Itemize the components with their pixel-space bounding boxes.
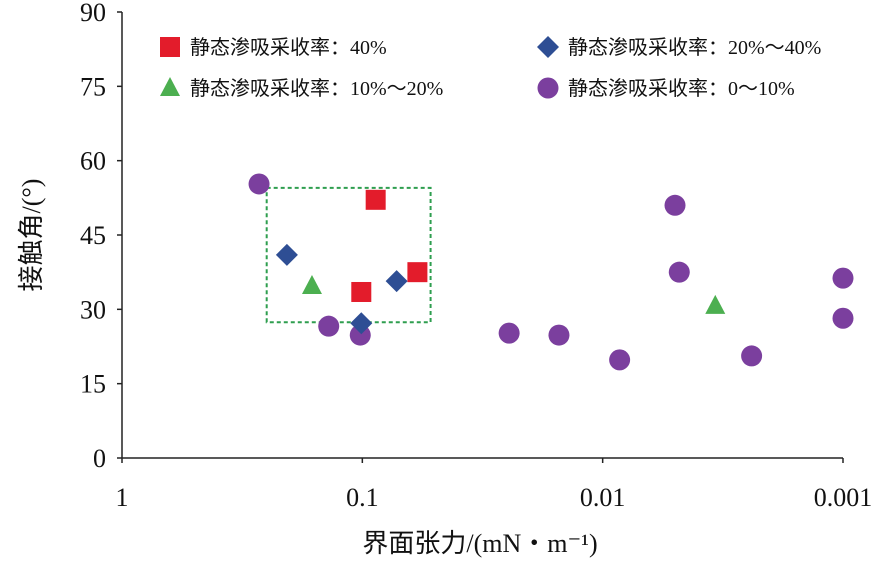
circle-data-point: [248, 173, 270, 195]
legend-circle-icon: [537, 77, 559, 99]
legend-label: 静态渗吸采收率：0～10%: [568, 77, 795, 100]
legend-label: 静态渗吸采收率：10%～20%: [190, 77, 443, 100]
square-data-point: [351, 281, 372, 302]
y-tick-label: 0: [93, 444, 106, 473]
annotations: [265, 186, 432, 324]
legend: 静态渗吸采收率：40% 静态渗吸采收率：20%～40% 静态渗吸采收率：10%～20…: [160, 36, 821, 100]
y-axis-label: 接触角/(°): [17, 179, 46, 292]
circle-data-point: [609, 349, 631, 371]
circle-data-point: [548, 324, 570, 346]
x-tick-label: 0.001: [814, 483, 873, 512]
x-axis-label: 界面张力/(mN・m⁻¹): [362, 529, 597, 558]
legend-diamond-icon: [537, 36, 559, 58]
y-tick-label: 75: [80, 72, 106, 101]
y-tick-label: 45: [80, 221, 106, 250]
diamond-data-point: [385, 270, 408, 293]
data-points: [248, 173, 854, 371]
axes: 0 15 30 45 60 75 90 1 0.1 0.01 0.001: [80, 0, 872, 512]
circle-data-point: [318, 315, 340, 337]
circle-data-point: [832, 307, 854, 329]
legend-triangle-icon: [160, 77, 180, 96]
triangle-data-point: [301, 275, 322, 295]
circle-data-point: [832, 267, 854, 289]
legend-label: 静态渗吸采收率：40%: [190, 36, 387, 59]
square-data-point: [365, 189, 386, 210]
y-tick-label: 15: [80, 370, 106, 399]
y-tick-label: 30: [80, 295, 106, 324]
legend-square-icon: [160, 37, 180, 57]
y-tick-label: 60: [80, 147, 106, 176]
circle-data-point: [741, 345, 763, 367]
circle-data-point: [668, 261, 690, 283]
triangle-data-point: [705, 294, 726, 314]
y-tick-label: 90: [80, 0, 106, 27]
diamond-data-point: [275, 243, 298, 266]
highlight-dashed-box: [265, 186, 432, 324]
x-tick-label: 0.1: [346, 483, 379, 512]
circle-data-point: [498, 322, 520, 344]
diamond-data-point: [350, 312, 373, 335]
x-tick-label: 1: [116, 483, 129, 512]
x-tick-label: 0.01: [580, 483, 626, 512]
legend-label: 静态渗吸采收率：20%～40%: [568, 36, 821, 59]
circle-data-point: [664, 194, 686, 216]
square-data-point: [407, 262, 428, 283]
